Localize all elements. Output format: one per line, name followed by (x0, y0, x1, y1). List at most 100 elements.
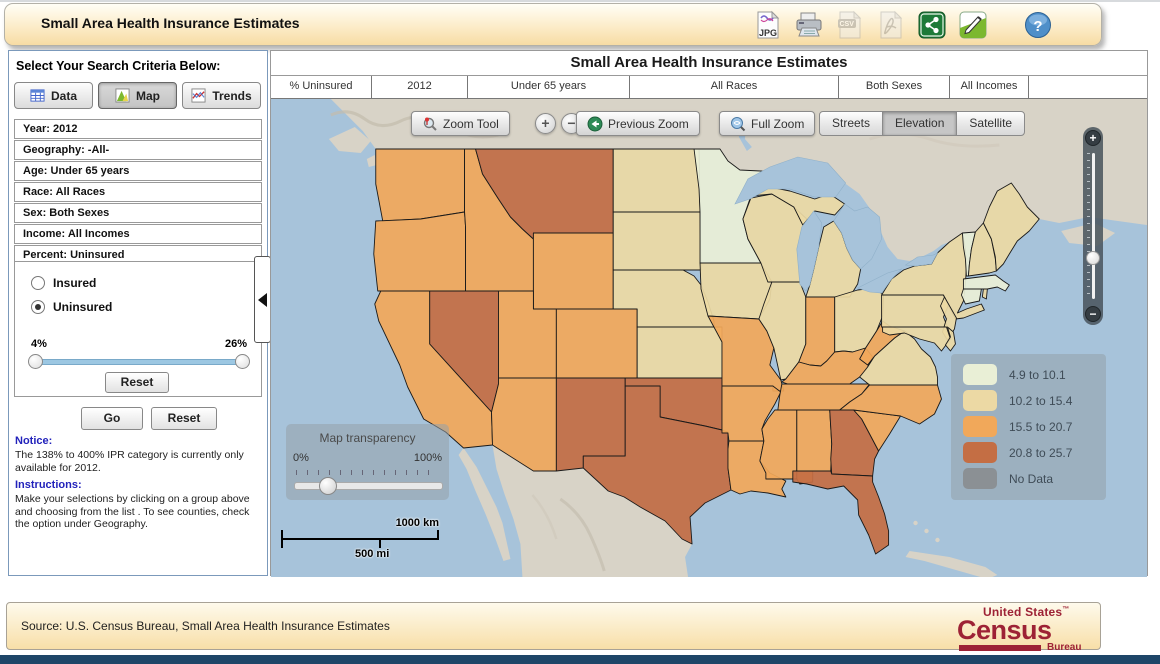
state-WA[interactable] (375, 148, 466, 222)
share-icon[interactable] (917, 10, 947, 40)
bahamas-island (924, 528, 929, 534)
svg-text:JPG: JPG (759, 28, 777, 38)
radio-uninsured-circle[interactable] (31, 300, 45, 314)
state-DE[interactable] (945, 326, 956, 352)
basemap-streets[interactable]: Streets (819, 111, 884, 136)
state-SD[interactable] (612, 211, 702, 271)
range-handle-max[interactable] (235, 354, 250, 369)
lake-superior (734, 156, 847, 205)
state-KS[interactable] (636, 326, 723, 379)
tab-map-label: Map (136, 88, 160, 103)
app-header: Small Area Health Insurance Estimates JP… (4, 3, 1102, 46)
full-zoom-icon (731, 116, 746, 131)
range-reset-button[interactable]: Reset (105, 372, 169, 393)
state-PA[interactable] (881, 294, 949, 328)
lake-michigan (796, 210, 823, 292)
data-table-icon (30, 89, 45, 102)
legend-item: No Data (963, 468, 1106, 489)
legend-swatch-3 (963, 416, 997, 437)
instructions-text: Make your selections by clicking on a gr… (15, 493, 250, 530)
transparency-handle[interactable] (319, 477, 337, 495)
print-icon[interactable] (794, 10, 824, 40)
collapse-left-icon (258, 292, 267, 307)
legend-label-3: 15.5 to 20.7 (1009, 419, 1073, 434)
legend-swatch-nodata (963, 468, 997, 489)
state-IA[interactable] (699, 262, 773, 320)
state-RI[interactable] (981, 288, 988, 300)
map-transparency-panel: Map transparency 0% 100% (286, 424, 449, 500)
basemap-elevation[interactable]: Elevation (882, 111, 958, 136)
state-ME[interactable] (982, 182, 1040, 272)
reset-button[interactable]: Reset (151, 407, 217, 430)
radio-insured[interactable]: Insured (31, 276, 96, 290)
state-ND[interactable] (612, 148, 701, 213)
export-jpg-icon[interactable]: JPG (753, 10, 783, 40)
state-OR[interactable] (373, 211, 467, 292)
basemap-satellite[interactable]: Satellite (956, 111, 1026, 136)
range-handle-min[interactable] (28, 354, 43, 369)
criteria-age[interactable]: Age: Under 65 years (14, 161, 262, 181)
zoom-in-button[interactable]: + (535, 113, 556, 134)
state-TX[interactable] (582, 385, 732, 545)
terrain-ridge (531, 494, 558, 540)
criteria-income[interactable]: Income: All Incomes (14, 224, 262, 244)
lake-erie (856, 268, 903, 294)
zoom-slider-minus[interactable]: − (1085, 306, 1101, 322)
trends-chart-icon (191, 88, 206, 103)
state-NC[interactable] (839, 384, 942, 425)
zoom-tool-button[interactable]: Zoom Tool (411, 111, 510, 136)
state-WY[interactable] (532, 232, 614, 310)
criteria-race[interactable]: Race: All Races (14, 182, 262, 202)
us-choropleth-map[interactable] (271, 99, 1147, 577)
state-MD[interactable] (882, 326, 951, 352)
map-panel: Small Area Health Insurance Estimates % … (270, 50, 1148, 577)
vancouver-island (328, 127, 371, 153)
map-header-age: Under 65 years (468, 76, 630, 98)
map-header-sex: Both Sexes (839, 76, 950, 98)
coast-islet (366, 155, 377, 167)
range-track[interactable] (28, 354, 250, 369)
go-button[interactable]: Go (81, 407, 143, 430)
scalebar-left-tick (281, 530, 283, 548)
feedback-icon[interactable] (958, 10, 988, 40)
radio-insured-circle[interactable] (31, 276, 45, 290)
radio-uninsured[interactable]: Uninsured (31, 300, 112, 314)
legend-item: 15.5 to 20.7 (963, 416, 1106, 437)
help-icon[interactable]: ? (1023, 10, 1053, 40)
map-header-income: All Incomes (950, 76, 1029, 98)
previous-zoom-label: Previous Zoom (608, 116, 689, 131)
map-zoom-slider[interactable]: + − (1083, 127, 1103, 325)
zoom-slider-track[interactable] (1092, 153, 1095, 299)
state-CT[interactable] (960, 288, 982, 305)
zoom-tool-label: Zoom Tool (443, 116, 499, 131)
zoom-slider-handle[interactable] (1086, 251, 1100, 265)
app-title: Small Area Health Insurance Estimates (41, 15, 300, 31)
transparency-min-label: 0% (293, 452, 309, 464)
full-zoom-button[interactable]: Full Zoom (719, 111, 816, 136)
footer-source-text: Source: U.S. Census Bureau, Small Area H… (21, 619, 390, 633)
state-IL[interactable] (758, 281, 807, 381)
state-FL[interactable] (792, 470, 890, 555)
previous-zoom-button[interactable]: Previous Zoom (576, 111, 700, 136)
basemap-switcher: Streets Elevation Satellite (819, 111, 1026, 136)
bahamas-island (935, 537, 940, 543)
legend-item: 20.8 to 25.7 (963, 442, 1106, 463)
tab-trends[interactable]: Trends (182, 82, 261, 109)
map-title: Small Area Health Insurance Estimates (271, 51, 1147, 76)
tab-data-label: Data (50, 88, 77, 103)
criteria-sex[interactable]: Sex: Both Sexes (14, 203, 262, 223)
criteria-year[interactable]: Year: 2012 (14, 119, 262, 139)
map-scalebar: 1000 km 500 mi (275, 517, 447, 561)
state-CO[interactable] (555, 308, 638, 379)
logo-census: Census (957, 615, 1052, 645)
lake-huron (833, 203, 882, 270)
map-canvas[interactable]: Zoom Tool + − Previous Zoom Full Zoom St… (271, 99, 1147, 577)
criteria-geography[interactable]: Geography: -All- (14, 140, 262, 160)
notice-text: The 138% to 400% IPR category is current… (15, 449, 244, 474)
state-MI-upper[interactable] (750, 186, 846, 226)
sidebar-collapse-handle[interactable] (254, 256, 271, 343)
tab-data[interactable]: Data (14, 82, 93, 109)
tab-map[interactable]: Map (98, 82, 177, 109)
zoom-slider-plus[interactable]: + (1085, 130, 1101, 146)
transparency-track[interactable] (294, 477, 443, 495)
